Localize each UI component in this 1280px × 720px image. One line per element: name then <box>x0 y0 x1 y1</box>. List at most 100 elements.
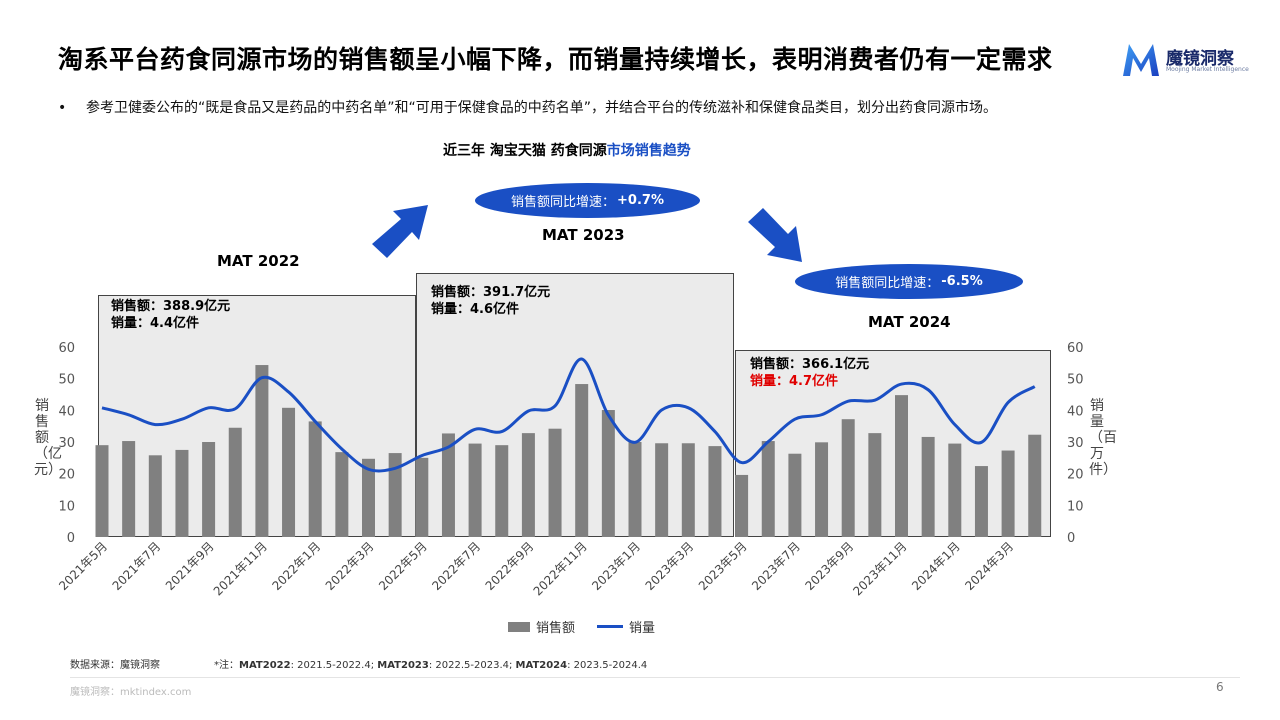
y-right-axis-title: 销量（百万件） <box>1089 398 1117 478</box>
bar-sales <box>255 365 269 537</box>
mat2022-label: MAT 2022 <box>217 252 300 270</box>
mat2023-sales: 销售额：391.7亿元 <box>431 285 551 300</box>
bar-sales <box>228 427 242 537</box>
y-right-tick-label: 50 <box>1067 373 1084 388</box>
bar-sales <box>521 433 535 537</box>
bar-sales <box>815 442 829 537</box>
bar-sales <box>681 443 695 537</box>
x-tick-label: 2023年9月 <box>802 539 856 593</box>
mat2024-label: MAT 2024 <box>868 313 951 331</box>
panel-mat2024 <box>735 350 1051 537</box>
y-right-tick-label: 60 <box>1067 341 1084 356</box>
bar-sales <box>362 458 375 537</box>
bar-sales <box>282 407 296 537</box>
mat2023-label: MAT 2023 <box>542 226 625 244</box>
x-tick-label: 2023年1月 <box>589 539 643 593</box>
footer-site: 魔镜洞察：mktindex.com <box>70 687 192 698</box>
footer-divider <box>70 677 1240 678</box>
bar-sales <box>415 457 429 537</box>
note-key-2: MAT2024 <box>515 660 568 671</box>
bar-sales <box>895 395 908 537</box>
bar-sales <box>601 410 615 537</box>
y-left-tick-label: 50 <box>58 373 75 388</box>
bar-sales <box>308 421 322 537</box>
x-tick-label: 2021年11月 <box>211 539 270 598</box>
bar-sales <box>575 384 589 537</box>
x-tick-label: 2021年5月 <box>56 539 110 593</box>
note-value-0: : 2021.5-2022.4; <box>290 660 378 671</box>
bar-sales <box>335 452 349 537</box>
x-tick-label: 2021年7月 <box>110 539 164 593</box>
bar-sales <box>441 433 455 537</box>
bar-sales <box>148 455 162 537</box>
x-tick-label: 2022年7月 <box>429 539 483 593</box>
y-right-tick-label: 20 <box>1067 468 1084 483</box>
bar-sales <box>495 445 509 537</box>
data-source: 数据来源：魔镜洞察 <box>70 660 160 671</box>
growth-value-mat2024: -6.5% <box>941 274 983 289</box>
x-tick-label: 2023年5月 <box>696 539 750 593</box>
x-tick-label: 2022年9月 <box>483 539 537 593</box>
y-right-tick-label: 10 <box>1067 499 1084 514</box>
bar-sales <box>388 453 402 537</box>
page-title: 淘系平台药食同源市场的销售额呈小幅下降，而销量持续增长，表明消费者仍有一定需求 <box>58 45 1053 74</box>
y-left-tick-label: 40 <box>58 404 75 419</box>
y-left-axis-title: 销售额（亿元） <box>34 398 62 478</box>
bar-sales <box>974 466 988 537</box>
panel-mat2022-stats: 销售额：388.9亿元 销量：4.4亿件 <box>111 298 230 332</box>
x-tick-label: 2021年9月 <box>163 539 217 593</box>
bar-sales <box>788 453 802 537</box>
logo-name: 魔镜洞察 <box>1166 49 1234 69</box>
bar-sales <box>921 436 935 537</box>
chart-title: 近三年 淘宝天猫 药食同源市场销售趋势 <box>443 140 691 160</box>
mat-note: *注：MAT2022: 2021.5-2022.4; MAT2023: 2022… <box>214 656 647 671</box>
mat2023-volume: 销量：4.6亿件 <box>431 302 520 317</box>
chart-title-part1: 近三年 淘宝天猫 药食同源 <box>443 143 607 159</box>
panel-mat2023-stats: 销售额：391.7亿元 销量：4.6亿件 <box>431 284 550 318</box>
chart-title-part2: 市场销售趋势 <box>606 143 691 159</box>
growth-badge-mat2023: 销售额同比增速： +0.7% <box>475 183 700 218</box>
bar-sales <box>735 474 749 537</box>
bar-sales <box>655 443 669 537</box>
bar-sales <box>95 445 109 537</box>
legend-line-swatch <box>597 625 624 628</box>
y-right-tick-label: 0 <box>1067 531 1075 546</box>
bar-sales <box>628 442 642 537</box>
note-value-2: : 2023.5-2024.4 <box>567 660 648 671</box>
x-tick-label: 2022年5月 <box>376 539 430 593</box>
bar-sales <box>868 433 882 537</box>
bar-sales <box>122 441 136 537</box>
logo-subtitle: Moojing Market Intelligence <box>1166 66 1249 73</box>
bar-sales <box>948 443 962 537</box>
growth-prefix-mat2024: 销售额同比增速： <box>835 276 940 291</box>
y-left-tick-label: 30 <box>58 436 75 451</box>
growth-prefix-mat2023: 销售额同比增速： <box>511 195 616 210</box>
bar-sales <box>841 419 855 537</box>
bar-sales <box>708 446 722 537</box>
intro-bullet: • 参考卫健委公布的“既是食品又是药品的中药名单”和“可用于保健食品的中药名单”… <box>58 98 1122 118</box>
y-left-tick-label: 0 <box>67 531 75 546</box>
x-tick-label: 2023年3月 <box>643 539 697 593</box>
brand-logo: 魔镜洞察 Moojing Market Intelligence <box>1120 40 1250 80</box>
x-tick-label: 2022年11月 <box>531 539 590 598</box>
growth-badge-mat2024: 销售额同比增速： -6.5% <box>795 264 1023 299</box>
bar-sales <box>548 428 562 537</box>
bar-sales <box>202 442 216 537</box>
x-tick-label: 2022年1月 <box>269 539 323 593</box>
note-value-1: : 2022.5-2023.4; <box>428 660 516 671</box>
x-tick-label: 2023年11月 <box>850 539 909 598</box>
y-left-tick-label: 10 <box>58 499 75 514</box>
mat2024-volume: 销量：4.7亿件 <box>750 374 839 389</box>
bar-sales <box>175 449 189 537</box>
bar-sales <box>468 443 482 537</box>
x-tick-label: 2024年1月 <box>909 539 963 593</box>
x-tick-label: 2023年7月 <box>749 539 803 593</box>
x-tick-label: 2024年3月 <box>962 539 1016 593</box>
legend-bar-swatch <box>508 621 530 632</box>
bullet-text: 参考卫健委公布的“既是食品又是药品的中药名单”和“可用于保健食品的中药名单”，并… <box>86 100 998 116</box>
y-left-tick-label: 20 <box>58 468 75 483</box>
bar-sales <box>1028 434 1042 537</box>
logo-m-icon <box>1123 44 1159 76</box>
note-key-0: MAT2022 <box>239 660 291 671</box>
